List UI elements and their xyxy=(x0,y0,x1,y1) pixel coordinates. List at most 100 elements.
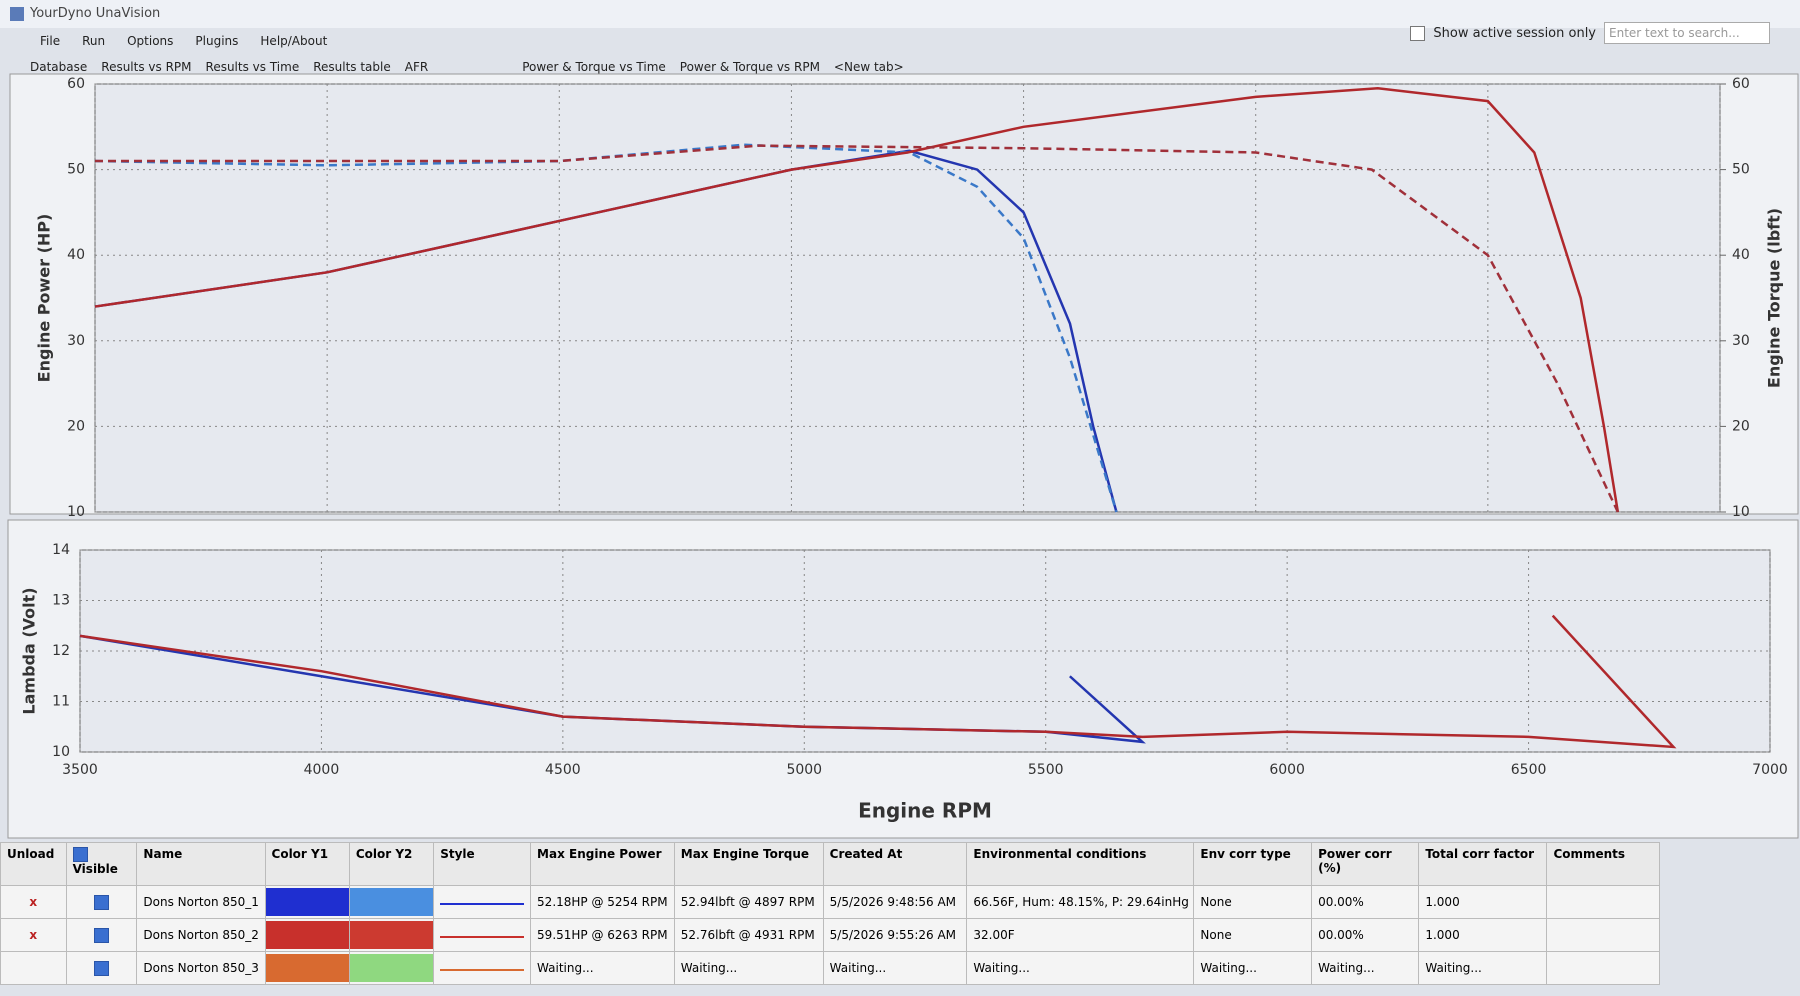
column-header: Color Y2 xyxy=(348,842,435,886)
unload-cell xyxy=(0,951,67,985)
checkbox[interactable] xyxy=(1410,25,1426,41)
column-header: Environmental conditions xyxy=(966,842,1195,886)
color-swatch[interactable] xyxy=(266,954,349,982)
name-cell: Dons Norton 850_1 xyxy=(136,885,266,919)
color-swatch[interactable] xyxy=(266,888,349,916)
tab[interactable]: Power & Torque vs RPM xyxy=(679,60,820,74)
table-cell: 5/5/2026 9:55:26 AM xyxy=(822,918,968,952)
y2-tick-label: 60 xyxy=(1732,76,1750,92)
table-cell: None xyxy=(1193,885,1313,919)
y2-tick-label: 10 xyxy=(1732,504,1750,520)
style-cell xyxy=(433,951,532,985)
tab[interactable]: Results vs Time xyxy=(205,60,300,74)
y-tick-label: 13 xyxy=(52,593,70,609)
comments-cell xyxy=(1546,951,1660,985)
y-tick-label: 50 xyxy=(67,162,85,178)
unload-cell: x xyxy=(0,918,67,952)
column-header: Color Y1 xyxy=(264,842,350,886)
menu-item[interactable]: File xyxy=(40,34,61,48)
table-cell: 00.00% xyxy=(1311,918,1420,952)
style-cell xyxy=(433,885,532,919)
color-swatch[interactable] xyxy=(350,954,433,982)
checkbox[interactable] xyxy=(94,960,110,976)
table-cell: None xyxy=(1193,918,1313,952)
x-tick-label: 6000 xyxy=(1269,762,1305,778)
checkbox[interactable] xyxy=(94,927,110,943)
y-tick-label: 10 xyxy=(52,744,70,760)
series-line xyxy=(95,144,1619,513)
color-cell xyxy=(348,951,435,985)
color-cell xyxy=(348,885,435,919)
checkbox[interactable] xyxy=(94,894,110,910)
color-swatch[interactable] xyxy=(350,921,433,949)
table-cell: 00.00% xyxy=(1311,885,1420,919)
name-cell: Dons Norton 850_2 xyxy=(136,918,266,952)
header-text: Max Engine Torque xyxy=(680,847,810,861)
tab[interactable]: Results table xyxy=(313,60,391,74)
x-tick-label: 4000 xyxy=(304,762,340,778)
tab[interactable]: AFR xyxy=(404,60,429,74)
header-text: Comments xyxy=(1553,847,1626,861)
table-cell: Waiting... xyxy=(530,951,675,985)
tab[interactable]: Results vs RPM xyxy=(101,60,192,74)
x-tick-label: 4500 xyxy=(545,762,581,778)
table-cell: 52.76lbft @ 4931 RPM xyxy=(673,918,824,952)
column-header: Created At xyxy=(822,842,968,886)
menu-item[interactable]: Plugins xyxy=(195,34,239,48)
x-tick-label: 5000 xyxy=(786,762,822,778)
column-header: Max Engine Power xyxy=(530,842,675,886)
title-bar: YourDyno UnaVision xyxy=(0,0,1800,28)
style-cell xyxy=(433,918,532,952)
tab-bar: Database Results vs RPM Results vs Time Res… xyxy=(30,60,918,74)
column-header: Power corr (%) xyxy=(1311,842,1420,886)
visible-cell xyxy=(65,918,138,952)
unload-button[interactable]: x xyxy=(29,895,38,909)
tab[interactable]: <New tab> xyxy=(833,60,904,74)
unload-button[interactable]: x xyxy=(29,928,38,942)
search-box[interactable]: Enter text to search... xyxy=(1604,22,1770,44)
series-line xyxy=(94,87,1620,513)
tab[interactable]: Database xyxy=(30,60,88,74)
visible-cell xyxy=(65,951,138,985)
checkbox[interactable] xyxy=(72,847,88,862)
table-row: x Dons Norton 850_1 52.18HP @ 5254 RPM 52.9… xyxy=(0,885,1660,919)
y-tick-label: 30 xyxy=(67,333,85,349)
color-cell xyxy=(348,918,435,952)
header-text: Environmental conditions xyxy=(973,847,1147,861)
table-cell: Waiting... xyxy=(966,951,1195,985)
menu-item[interactable]: Run xyxy=(82,34,106,48)
color-swatch[interactable] xyxy=(266,921,349,949)
header-text: Env corr type xyxy=(1200,847,1291,861)
table-cell: 1.000 xyxy=(1418,885,1548,919)
column-header: Unload xyxy=(0,842,67,886)
menu-item[interactable]: Options xyxy=(127,34,174,48)
column-header: Visible xyxy=(65,842,138,886)
y2-tick-label: 40 xyxy=(1732,247,1750,263)
column-header: Comments xyxy=(1546,842,1660,886)
header-text: Style xyxy=(440,847,475,861)
table-row: Dons Norton 850_3 Waiting... Waiting... Wai… xyxy=(0,951,1660,985)
comments-cell xyxy=(1546,885,1660,919)
y2-tick-label: 50 xyxy=(1732,162,1750,178)
y-axis-label: Engine Power (HP) xyxy=(35,214,54,383)
checkbox-label[interactable]: Show active session only xyxy=(1433,25,1596,41)
color-swatch[interactable] xyxy=(350,888,433,916)
header-text: Created At xyxy=(829,847,903,861)
table-cell: Waiting... xyxy=(1193,951,1313,985)
y-tick-label: 60 xyxy=(67,76,85,92)
tab[interactable]: Power & Torque vs Time xyxy=(522,60,666,74)
menu-item[interactable]: Help/About xyxy=(260,34,328,48)
y-tick-label: 11 xyxy=(52,694,70,710)
table-cell: 66.56F, Hum: 48.15%, P: 29.64inHg xyxy=(966,885,1195,919)
header-text: Unload xyxy=(7,847,55,861)
color-cell xyxy=(264,951,350,985)
color-cell xyxy=(264,918,350,952)
table-row: x Dons Norton 850_2 59.51HP @ 6263 RPM 52.7… xyxy=(0,918,1660,952)
header-text: Power corr (%) xyxy=(1318,847,1392,875)
table-cell: 59.51HP @ 6263 RPM xyxy=(530,918,675,952)
table-cell: 1.000 xyxy=(1418,918,1548,952)
header-text: Max Engine Power xyxy=(537,847,662,861)
x-axis-label: Engine RPM xyxy=(858,799,992,823)
window-title: YourDyno UnaVision xyxy=(30,6,161,21)
